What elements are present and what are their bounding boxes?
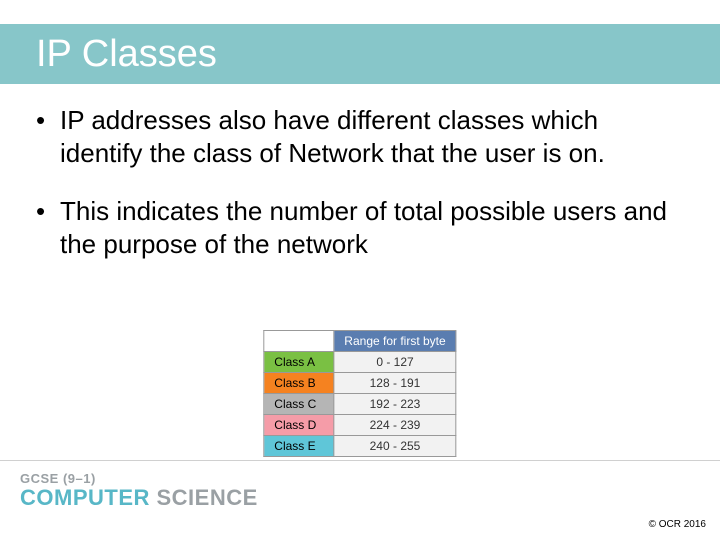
bullet-dot-icon: • [36, 195, 60, 260]
range-cell: 224 - 239 [334, 415, 456, 436]
class-label-cell: Class A [264, 352, 334, 373]
ip-class-table: Range for first byte Class A0 - 127Class… [263, 330, 456, 457]
bullet-dot-icon: • [36, 104, 60, 169]
footer-divider [0, 460, 720, 461]
range-cell: 192 - 223 [334, 394, 456, 415]
slide-title: IP Classes [36, 33, 217, 76]
footer-brand-word1: COMPUTER [20, 485, 157, 510]
class-label-cell: Class D [264, 415, 334, 436]
content-area: • IP addresses also have different class… [36, 104, 684, 286]
title-bar: IP Classes [0, 24, 720, 84]
footer-brand-line1: GCSE (9–1) [20, 472, 258, 486]
footer-brand-word2: SCIENCE [157, 485, 258, 510]
range-cell: 128 - 191 [334, 373, 456, 394]
table-header-range: Range for first byte [334, 331, 456, 352]
class-label-cell: Class C [264, 394, 334, 415]
bullet-text: IP addresses also have different classes… [60, 104, 684, 169]
bullet-item: • IP addresses also have different class… [36, 104, 684, 169]
ip-class-table-wrap: Range for first byte Class A0 - 127Class… [263, 330, 456, 457]
copyright-text: © OCR 2016 [649, 519, 706, 530]
table-header-row: Range for first byte [264, 331, 456, 352]
bullet-text: This indicates the number of total possi… [60, 195, 684, 260]
bullet-item: • This indicates the number of total pos… [36, 195, 684, 260]
range-cell: 0 - 127 [334, 352, 456, 373]
footer-brand-line2: COMPUTER SCIENCE [20, 486, 258, 509]
footer-brand: GCSE (9–1) COMPUTER SCIENCE [20, 472, 258, 509]
table-header-blank [264, 331, 334, 352]
table-row: Class B128 - 191 [264, 373, 456, 394]
class-label-cell: Class E [264, 436, 334, 457]
table-row: Class A0 - 127 [264, 352, 456, 373]
range-cell: 240 - 255 [334, 436, 456, 457]
class-label-cell: Class B [264, 373, 334, 394]
table-row: Class D224 - 239 [264, 415, 456, 436]
table-row: Class E240 - 255 [264, 436, 456, 457]
table-row: Class C192 - 223 [264, 394, 456, 415]
